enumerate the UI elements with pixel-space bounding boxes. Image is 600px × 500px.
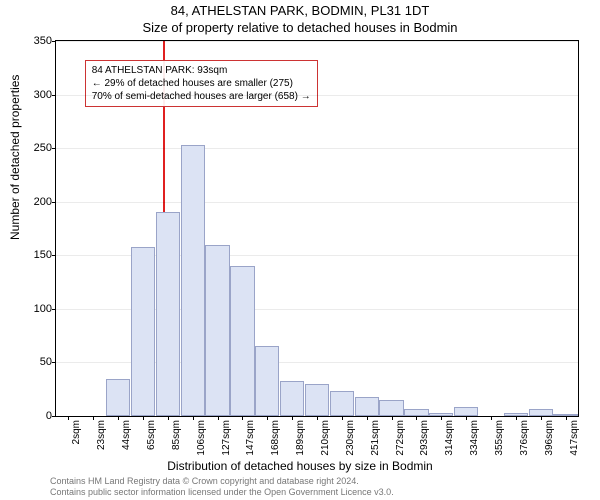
info-line-3: 70% of semi-detached houses are larger (… bbox=[92, 90, 311, 103]
x-tick-label: 127sqm bbox=[221, 420, 232, 456]
x-tick-mark bbox=[118, 416, 119, 420]
histogram-bar bbox=[330, 391, 354, 416]
x-tick-label: 44sqm bbox=[121, 420, 132, 450]
x-tick-mark bbox=[218, 416, 219, 420]
histogram-bar bbox=[355, 397, 379, 416]
histogram-plot: 84 ATHELSTAN PARK: 93sqm ← 29% of detach… bbox=[55, 40, 579, 417]
histogram-bar bbox=[280, 381, 304, 416]
gridline bbox=[56, 95, 578, 96]
y-tick-mark bbox=[52, 416, 56, 417]
x-tick-label: 2sqm bbox=[71, 420, 82, 444]
chart-subtitle: Size of property relative to detached ho… bbox=[0, 20, 600, 35]
x-tick-mark bbox=[392, 416, 393, 420]
x-tick-mark bbox=[292, 416, 293, 420]
y-tick-mark bbox=[52, 148, 56, 149]
license-line-1: Contains HM Land Registry data © Crown c… bbox=[50, 476, 394, 487]
x-tick-mark bbox=[342, 416, 343, 420]
info-line-1: 84 ATHELSTAN PARK: 93sqm bbox=[92, 64, 311, 77]
y-tick-mark bbox=[52, 202, 56, 203]
histogram-bar bbox=[305, 384, 329, 416]
y-tick-label: 200 bbox=[34, 196, 52, 208]
x-tick-mark bbox=[491, 416, 492, 420]
x-tick-label: 417sqm bbox=[569, 420, 580, 456]
license-line-2: Contains public sector information licen… bbox=[50, 487, 394, 498]
y-tick-mark bbox=[52, 309, 56, 310]
x-tick-label: 65sqm bbox=[146, 420, 157, 450]
y-tick-label: 150 bbox=[34, 249, 52, 261]
x-tick-label: 189sqm bbox=[295, 420, 306, 456]
y-tick-mark bbox=[52, 362, 56, 363]
x-tick-mark bbox=[416, 416, 417, 420]
x-tick-mark bbox=[242, 416, 243, 420]
x-tick-mark bbox=[541, 416, 542, 420]
histogram-bar bbox=[255, 346, 279, 416]
y-tick-mark bbox=[52, 255, 56, 256]
y-tick-mark bbox=[52, 95, 56, 96]
x-tick-label: 168sqm bbox=[270, 420, 281, 456]
y-tick-label: 50 bbox=[40, 356, 52, 368]
histogram-bar bbox=[205, 245, 229, 416]
x-tick-label: 314sqm bbox=[444, 420, 455, 456]
histogram-bar bbox=[529, 409, 553, 417]
y-tick-mark bbox=[52, 41, 56, 42]
x-tick-label: 334sqm bbox=[469, 420, 480, 456]
histogram-bar bbox=[131, 247, 155, 416]
histogram-bar bbox=[379, 400, 403, 416]
info-line-2: ← 29% of detached houses are smaller (27… bbox=[92, 77, 311, 90]
x-tick-mark bbox=[143, 416, 144, 420]
x-tick-mark bbox=[466, 416, 467, 420]
x-tick-mark bbox=[267, 416, 268, 420]
x-tick-label: 293sqm bbox=[419, 420, 430, 456]
x-tick-mark bbox=[193, 416, 194, 420]
y-tick-label: 250 bbox=[34, 142, 52, 154]
x-tick-mark bbox=[168, 416, 169, 420]
x-tick-label: 85sqm bbox=[171, 420, 182, 450]
x-tick-mark bbox=[317, 416, 318, 420]
x-axis-label: Distribution of detached houses by size … bbox=[0, 459, 600, 473]
gridline bbox=[56, 202, 578, 203]
x-tick-label: 147sqm bbox=[245, 420, 256, 456]
x-tick-label: 396sqm bbox=[544, 420, 555, 456]
x-tick-label: 106sqm bbox=[196, 420, 207, 456]
histogram-bar bbox=[404, 409, 428, 417]
y-tick-label: 350 bbox=[34, 35, 52, 47]
x-tick-mark bbox=[68, 416, 69, 420]
x-tick-mark bbox=[441, 416, 442, 420]
x-tick-mark bbox=[566, 416, 567, 420]
histogram-bar bbox=[106, 379, 130, 417]
histogram-bar bbox=[156, 212, 180, 416]
histogram-bar bbox=[454, 407, 478, 416]
y-tick-label: 100 bbox=[34, 303, 52, 315]
info-callout-box: 84 ATHELSTAN PARK: 93sqm ← 29% of detach… bbox=[85, 60, 318, 107]
y-axis-label: Number of detached properties bbox=[8, 75, 22, 240]
x-tick-label: 376sqm bbox=[519, 420, 530, 456]
x-tick-label: 251sqm bbox=[370, 420, 381, 456]
x-tick-label: 23sqm bbox=[96, 420, 107, 450]
gridline bbox=[56, 148, 578, 149]
x-tick-mark bbox=[367, 416, 368, 420]
histogram-bar bbox=[230, 266, 254, 416]
x-tick-label: 355sqm bbox=[494, 420, 505, 456]
x-tick-label: 230sqm bbox=[345, 420, 356, 456]
gridline bbox=[56, 41, 578, 42]
license-text: Contains HM Land Registry data © Crown c… bbox=[50, 476, 394, 498]
y-tick-label: 300 bbox=[34, 89, 52, 101]
x-tick-label: 272sqm bbox=[395, 420, 406, 456]
chart-address-title: 84, ATHELSTAN PARK, BODMIN, PL31 1DT bbox=[0, 3, 600, 18]
x-tick-label: 210sqm bbox=[320, 420, 331, 456]
histogram-bar bbox=[181, 145, 205, 416]
x-tick-mark bbox=[93, 416, 94, 420]
x-tick-mark bbox=[516, 416, 517, 420]
